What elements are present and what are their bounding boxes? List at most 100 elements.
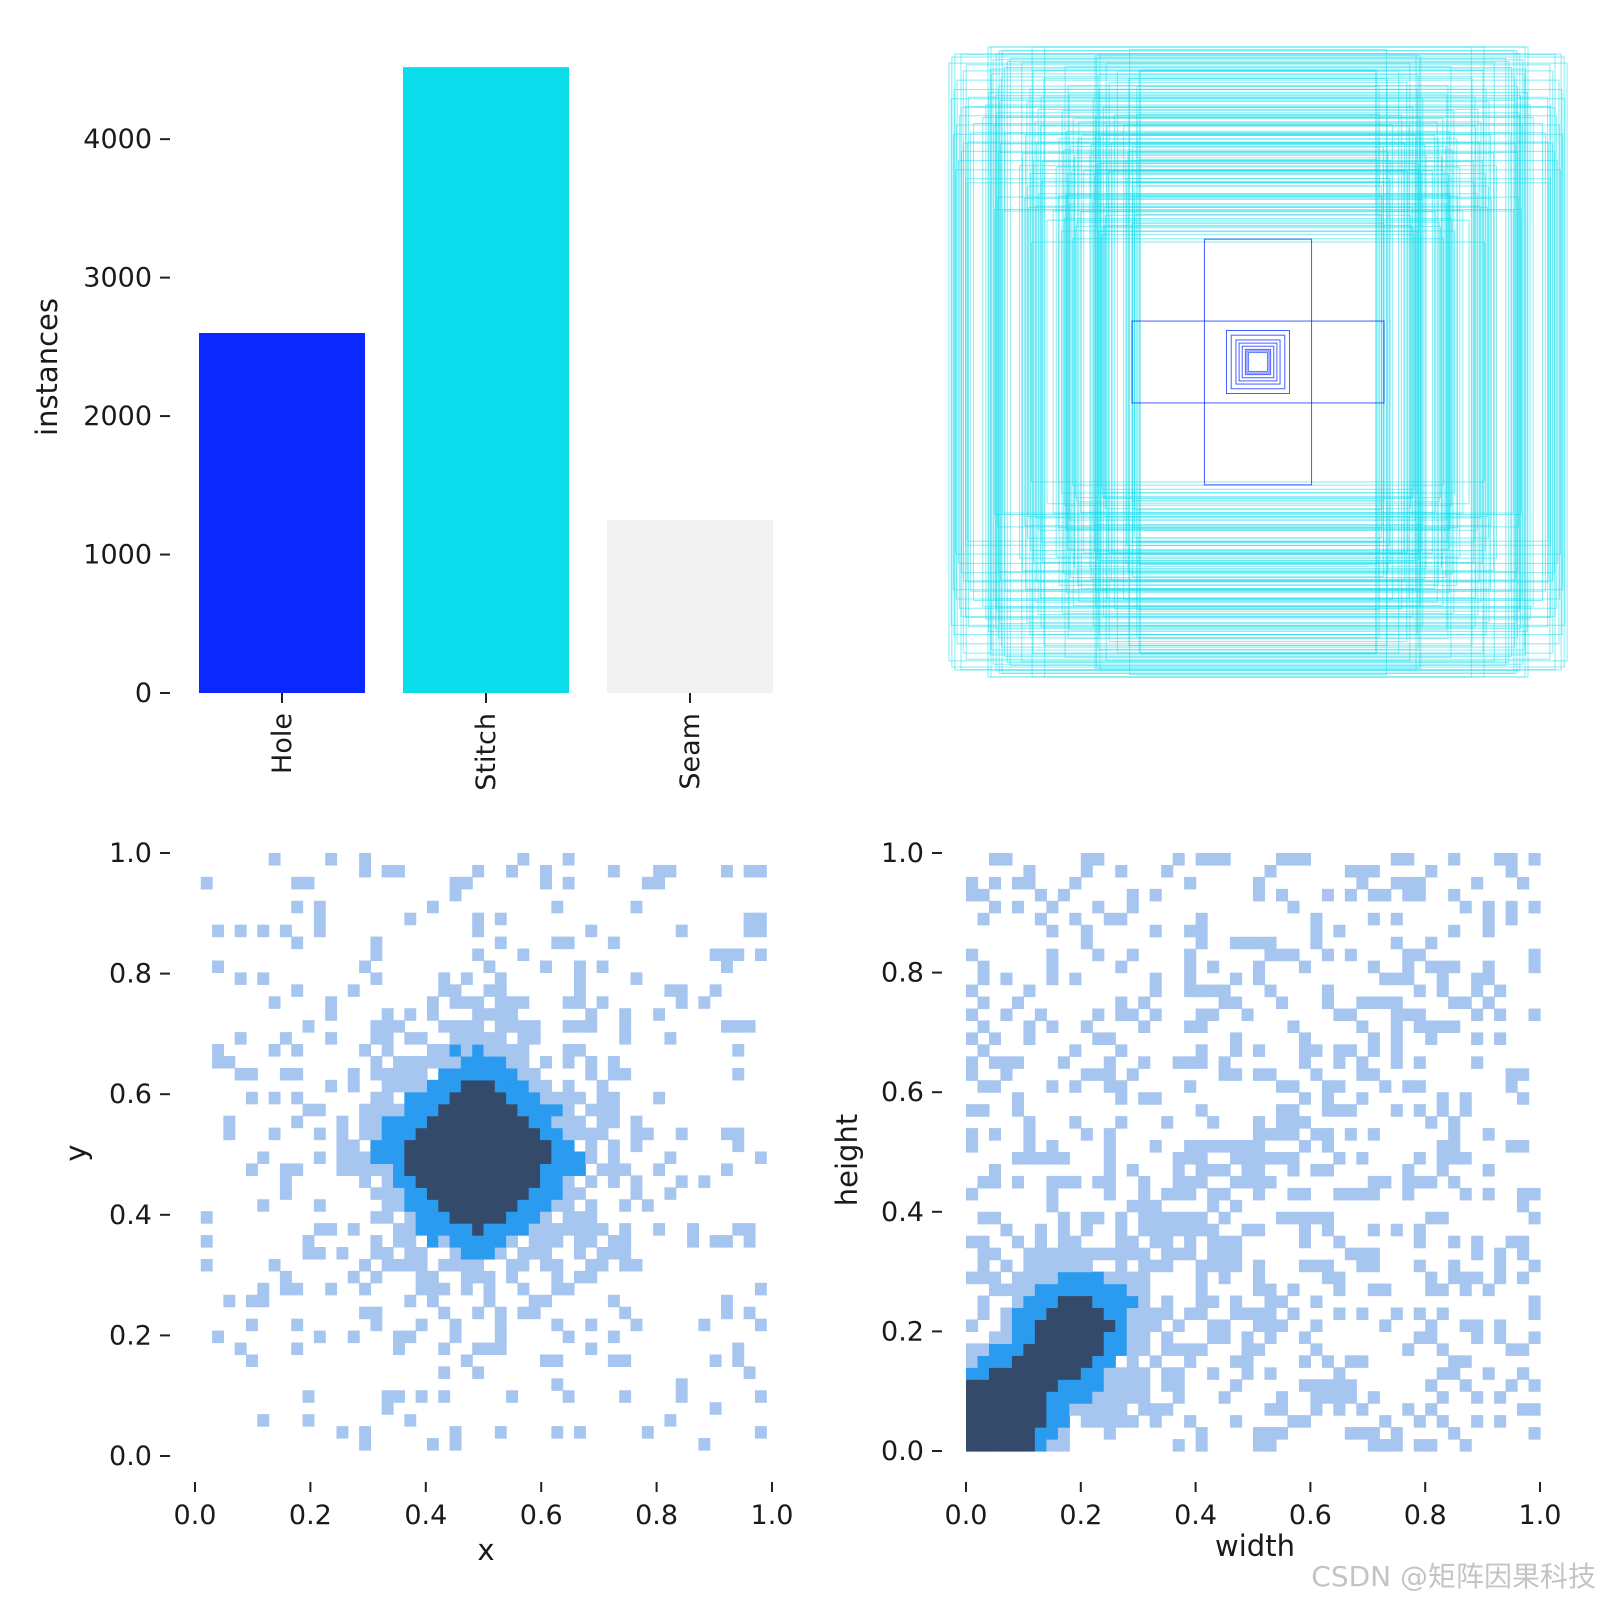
xy-cell (438, 1067, 451, 1081)
xy-cell (551, 1127, 564, 1141)
xy-cell (551, 1318, 564, 1332)
xy-cell (585, 1342, 598, 1356)
wh-cell (988, 1331, 1002, 1344)
xy-cell (325, 1223, 338, 1236)
xy-cell (438, 1199, 451, 1212)
xy-cell (528, 1175, 541, 1188)
xy-cell (302, 1103, 315, 1117)
xy-cell (347, 1330, 360, 1344)
xy-cell (494, 1115, 507, 1129)
xy-cell (313, 924, 326, 938)
box-stitch (1052, 210, 1464, 514)
wh-cell (1253, 1319, 1266, 1332)
xy-cell (483, 1223, 496, 1236)
wh-cell (1287, 1152, 1300, 1165)
wh-cell (1494, 1259, 1507, 1273)
wh-cell (1069, 1044, 1082, 1057)
wh-cell (1264, 936, 1277, 950)
wh-cell (1505, 1068, 1518, 1081)
wh-cell (1195, 1020, 1208, 1033)
wh-cell (1321, 984, 1334, 998)
xy-cell (381, 1163, 394, 1176)
wh-cell (1195, 1427, 1208, 1440)
wh-cell (1023, 876, 1036, 890)
wh-cell (1115, 1415, 1128, 1428)
xy-cell (494, 1330, 507, 1344)
wh-cell (1264, 1295, 1277, 1309)
wh-cell (1172, 1152, 1185, 1165)
xy-cell (517, 1115, 530, 1129)
xy-cell (540, 1235, 552, 1248)
xy-histogram-cells (200, 853, 767, 1451)
wh-cell (1195, 1343, 1208, 1356)
wh-cell (1356, 1403, 1369, 1416)
xy-cell (325, 1282, 338, 1296)
xy-cell (370, 1247, 383, 1260)
xy-cell (472, 924, 485, 938)
wh-cell (977, 1259, 990, 1273)
wh-cell (1230, 1307, 1243, 1321)
wh-cell (1184, 1343, 1197, 1356)
box-stitch (1072, 117, 1444, 607)
xy-cell (732, 1342, 745, 1356)
wh-cell (1379, 972, 1392, 986)
wh-cell (1298, 1044, 1311, 1057)
box-stitch (1102, 227, 1414, 497)
wh-cell (966, 1008, 979, 1022)
xy-cell (279, 924, 292, 938)
wh-cell (1161, 1116, 1174, 1129)
wh-cell (1161, 1223, 1174, 1237)
wh-cell (1367, 888, 1380, 902)
box-stitch (962, 142, 1554, 582)
wh-cell (1057, 1271, 1070, 1285)
xy-cell (528, 1247, 541, 1260)
wh-cell (1321, 1140, 1334, 1153)
wh-cell (1379, 1439, 1392, 1452)
xy-cell (336, 1139, 349, 1153)
wh-cell (1103, 1056, 1116, 1069)
wh-cell (1103, 1319, 1116, 1332)
wh-cell (1253, 1259, 1266, 1273)
xy-cell (494, 1247, 507, 1260)
xy-cell (472, 1342, 485, 1356)
wh-cell (1402, 1163, 1415, 1177)
wh-cell (1367, 1128, 1380, 1141)
wh-cell (1459, 1092, 1472, 1105)
xy-cell (494, 1235, 507, 1248)
xy-cell (528, 1091, 541, 1105)
box-stitch (1035, 205, 1481, 519)
xy-y-tick-label: 0.2 (109, 1320, 152, 1351)
xy-cell (325, 996, 338, 1009)
xy-cell (472, 1306, 485, 1320)
wh-cell (1000, 1319, 1013, 1332)
xy-cell (653, 1223, 666, 1236)
wh-cell (1126, 1068, 1139, 1081)
wh-cell (977, 1427, 990, 1440)
box-stitch (1003, 67, 1513, 657)
xy-x-tick-label: 0.0 (174, 1500, 217, 1531)
wh-x-tick-label: 0.8 (1404, 1500, 1447, 1531)
wh-cell (988, 1367, 1002, 1380)
xy-cell (257, 1199, 270, 1212)
wh-cell (1046, 972, 1059, 986)
wh-cell (1367, 1283, 1380, 1297)
wh-cell (1000, 1008, 1013, 1022)
wh-cell (1092, 948, 1105, 962)
wh-cell (1528, 1403, 1541, 1416)
wh-cell (1310, 1391, 1323, 1404)
xy-cell (234, 972, 247, 985)
wh-cell (1264, 948, 1277, 962)
xy-cell (653, 1008, 666, 1021)
xy-cell (551, 900, 564, 914)
wh-cell (1218, 1140, 1231, 1153)
wh-cell (1184, 924, 1197, 938)
wh-cell (1253, 1223, 1266, 1237)
xy-cell (257, 924, 270, 938)
wh-cell (977, 1355, 990, 1368)
wh-cell (1184, 1235, 1197, 1249)
wh-cell (1103, 1128, 1116, 1141)
wh-cell (1011, 1295, 1024, 1309)
box-hole (1238, 342, 1278, 382)
wh-cell (1321, 888, 1334, 902)
xy-cell (257, 972, 270, 985)
